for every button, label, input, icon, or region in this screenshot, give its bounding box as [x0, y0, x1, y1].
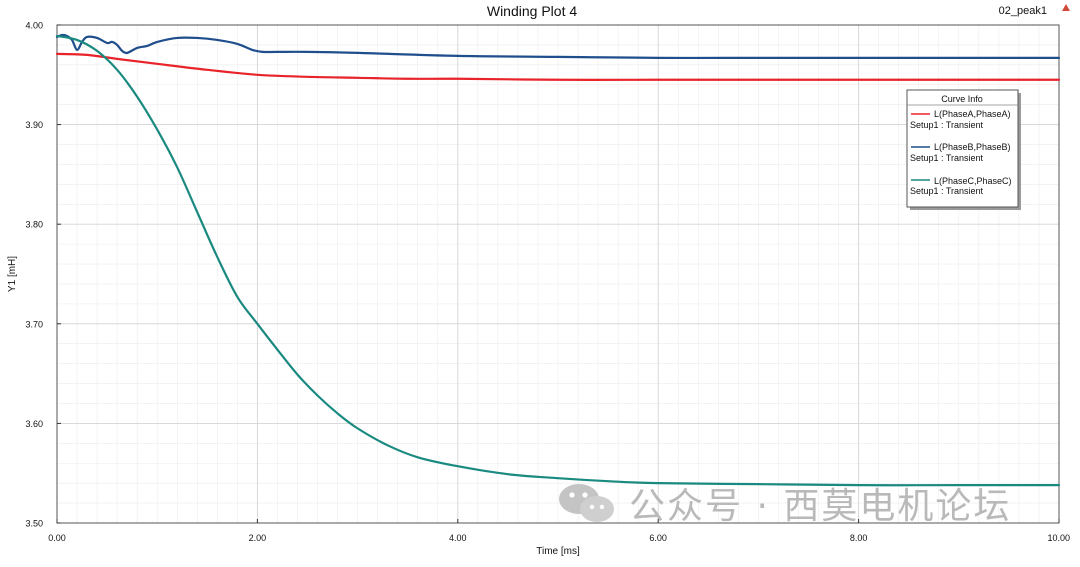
series-line-phaseb[interactable]	[55, 33, 1061, 60]
y-tick-label: 3.50	[25, 519, 43, 529]
legend-sub-phasea: Setup1 : Transient	[910, 120, 984, 130]
legend-entry-phasea: L(PhaseA,PhaseA)	[934, 109, 1011, 119]
y-axis-ticks: 3.50 3.60 3.70 3.80 3.90 4.00	[25, 21, 61, 529]
triangle-up-icon[interactable]	[1062, 4, 1070, 11]
y-axis-label: Y1 [mH]	[7, 256, 18, 292]
series-line-phasec[interactable]	[55, 34, 1061, 487]
legend-sub-phaseb: Setup1 : Transient	[910, 153, 984, 163]
plot-frame	[56, 24, 1060, 524]
x-tick-label: 10.00	[1047, 533, 1070, 543]
legend-box	[906, 89, 1019, 208]
x-tick-label: 4.00	[449, 533, 467, 543]
y-tick-label: 3.60	[25, 419, 43, 429]
y-tick-label: 4.00	[25, 21, 43, 31]
y-tick-label: 3.70	[25, 319, 43, 329]
chart-title: Winding Plot 4	[487, 3, 577, 19]
x-axis-label: Time [ms]	[536, 546, 580, 557]
x-axis-ticks: 0.00 2.00 4.00 6.00 8.00 10.00	[48, 519, 1070, 543]
x-tick-label: 2.00	[249, 533, 267, 543]
x-tick-label: 6.00	[649, 533, 667, 543]
series-line-phasea[interactable]	[55, 52, 1061, 81]
legend-entry-phasec: L(PhaseC,PhaseC)	[934, 176, 1012, 186]
x-tick-label: 8.00	[850, 533, 868, 543]
series-lines	[55, 33, 1061, 487]
grid	[56, 24, 1060, 524]
legend-title: Curve Info	[941, 94, 983, 104]
y-tick-label: 3.90	[25, 120, 43, 130]
legend-sub-phasec: Setup1 : Transient	[910, 186, 984, 196]
legend[interactable]: Curve Info L(PhaseA,PhaseA) Setup1 : Tra…	[906, 89, 1021, 210]
legend-entry-phaseb: L(PhaseB,PhaseB)	[934, 142, 1011, 152]
top-right-label: 02_peak1	[999, 5, 1047, 17]
y-tick-label: 3.80	[25, 220, 43, 230]
x-tick-label: 0.00	[48, 533, 66, 543]
